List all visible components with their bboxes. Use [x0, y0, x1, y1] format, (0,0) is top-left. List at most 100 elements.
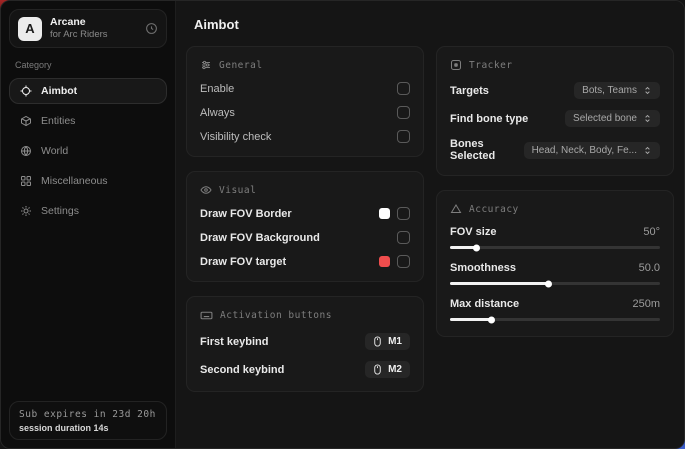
- page-title: Aimbot: [194, 17, 239, 32]
- app-meta: Arcane for Arc Riders: [50, 16, 137, 41]
- sidebar-item-settings[interactable]: Settings: [9, 198, 167, 224]
- sidebar-spacer: [9, 224, 167, 401]
- main-panel: Aimbot General Enable: [176, 1, 684, 448]
- sidebar-item-label: Miscellaneous: [41, 175, 108, 187]
- max-distance-slider[interactable]: [450, 318, 660, 321]
- fov-background-checkbox[interactable]: [397, 231, 410, 244]
- sidebar-item-label: Entities: [41, 115, 76, 127]
- slider-label: Max distance: [450, 298, 520, 310]
- keybind-value: M2: [388, 364, 402, 375]
- slider-label: Smoothness: [450, 262, 517, 274]
- slider-fill: [450, 246, 478, 249]
- app-logo: A: [18, 16, 42, 41]
- setting-row-always: Always: [200, 106, 410, 119]
- keybind-row-first: First keybind M1: [200, 333, 410, 350]
- chevrons-up-down-icon: [643, 86, 652, 95]
- smoothness-slider[interactable]: [450, 282, 660, 285]
- app-name: Arcane: [50, 16, 86, 28]
- chevrons-up-down-icon: [643, 146, 652, 155]
- tracker-card: Tracker Targets Bots, Teams: [436, 46, 674, 176]
- grid-icon: [20, 175, 32, 187]
- sidebar-item-miscellaneous[interactable]: Miscellaneous: [9, 168, 167, 194]
- fov-target-checkbox[interactable]: [397, 255, 410, 268]
- setting-row-visibility-check: Visibility check: [200, 130, 410, 143]
- sidebar-item-aimbot[interactable]: Aimbot: [9, 78, 167, 104]
- dropdown-value: Head, Neck, Body, Fe...: [531, 144, 637, 156]
- eye-icon: [200, 184, 212, 196]
- setting-row-enable: Enable: [200, 82, 410, 95]
- setting-label: Draw FOV target: [200, 255, 287, 268]
- card-title: Visual: [219, 184, 257, 196]
- app-subtitle: for Arc Riders: [50, 29, 108, 41]
- sidebar-item-label: Aimbot: [41, 85, 78, 97]
- setting-row-fov-target: Draw FOV target: [200, 255, 410, 268]
- setting-row-fov-border: Draw FOV Border: [200, 207, 410, 220]
- slider-row-max-distance: Max distance 250m: [450, 298, 660, 321]
- crosshair-icon: [20, 85, 32, 97]
- sidebar-item-entities[interactable]: Entities: [9, 108, 167, 134]
- enable-checkbox[interactable]: [397, 82, 410, 95]
- mouse-icon: [373, 336, 382, 347]
- slider-fill: [450, 318, 492, 321]
- color-swatch[interactable]: [379, 208, 390, 219]
- slider-fill: [450, 282, 549, 285]
- setting-label: Visibility check: [200, 130, 272, 143]
- card-title: Accuracy: [469, 203, 519, 215]
- general-card: General Enable Always Visibility check: [186, 46, 424, 157]
- keybind-label: Second keybind: [200, 363, 285, 376]
- accuracy-card: Accuracy FOV size 50° Smoothness: [436, 190, 674, 337]
- setting-label: Draw FOV Background: [200, 231, 320, 244]
- slider-row-fov-size: FOV size 50°: [450, 226, 660, 249]
- keyboard-icon: [200, 309, 213, 322]
- sidebar-item-label: Settings: [41, 205, 79, 217]
- sliders-icon: [200, 59, 212, 71]
- gear-icon: [20, 205, 32, 217]
- keybind-value: M1: [388, 336, 402, 347]
- setting-label: Enable: [200, 82, 235, 95]
- keybind-row-second: Second keybind M2: [200, 361, 410, 378]
- slider-value: 50°: [643, 226, 660, 238]
- setting-label: Draw FOV Border: [200, 207, 292, 220]
- session-duration-text: session duration 14s: [19, 423, 109, 433]
- second-keybind-button[interactable]: M2: [365, 361, 410, 378]
- card-title: General: [219, 59, 263, 71]
- activation-buttons-card: Activation buttons First keybind M1: [186, 296, 424, 392]
- bone-type-dropdown[interactable]: Selected bone: [565, 110, 660, 127]
- tracker-row-bones-selected: Bones Selected Head, Neck, Body, Fe...: [450, 138, 660, 162]
- always-checkbox[interactable]: [397, 106, 410, 119]
- keybind-label: First keybind: [200, 335, 269, 348]
- slider-label: FOV size: [450, 226, 497, 238]
- chevrons-up-down-icon: [643, 114, 652, 123]
- dropdown-value: Selected bone: [573, 113, 637, 124]
- tracker-row-bone-type: Find bone type Selected bone: [450, 110, 660, 127]
- left-column: General Enable Always Visibility check: [186, 46, 424, 392]
- slider-row-smoothness: Smoothness 50.0: [450, 262, 660, 285]
- targets-dropdown[interactable]: Bots, Teams: [574, 82, 660, 99]
- fov-size-slider[interactable]: [450, 246, 660, 249]
- tracker-label: Find bone type: [450, 112, 529, 125]
- right-column: Tracker Targets Bots, Teams: [436, 46, 674, 392]
- bones-selected-dropdown[interactable]: Head, Neck, Body, Fe...: [523, 141, 660, 159]
- fov-border-checkbox[interactable]: [397, 207, 410, 220]
- app-header-card: A Arcane for Arc Riders: [9, 9, 167, 48]
- refresh-icon[interactable]: [145, 22, 158, 35]
- tracker-label: Targets: [450, 84, 489, 97]
- setting-row-fov-background: Draw FOV Background: [200, 231, 410, 244]
- cube-icon: [20, 115, 32, 127]
- first-keybind-button[interactable]: M1: [365, 333, 410, 350]
- setting-label: Always: [200, 106, 235, 119]
- visual-card: Visual Draw FOV Border Draw FOV Backgrou…: [186, 171, 424, 282]
- mouse-icon: [373, 364, 382, 375]
- focus-icon: [450, 59, 462, 71]
- sidebar-nav: Aimbot Entities World: [9, 78, 167, 224]
- card-title: Activation buttons: [220, 310, 332, 321]
- sidebar-item-world[interactable]: World: [9, 138, 167, 164]
- visibility-check-checkbox[interactable]: [397, 130, 410, 143]
- color-swatch[interactable]: [379, 256, 390, 267]
- slider-value: 50.0: [638, 262, 660, 274]
- triangle-icon: [450, 203, 462, 215]
- sub-expiry-text: Sub expires in 23d 20h: [19, 409, 156, 420]
- globe-icon: [20, 145, 32, 157]
- tracker-label: Bones Selected: [450, 138, 496, 162]
